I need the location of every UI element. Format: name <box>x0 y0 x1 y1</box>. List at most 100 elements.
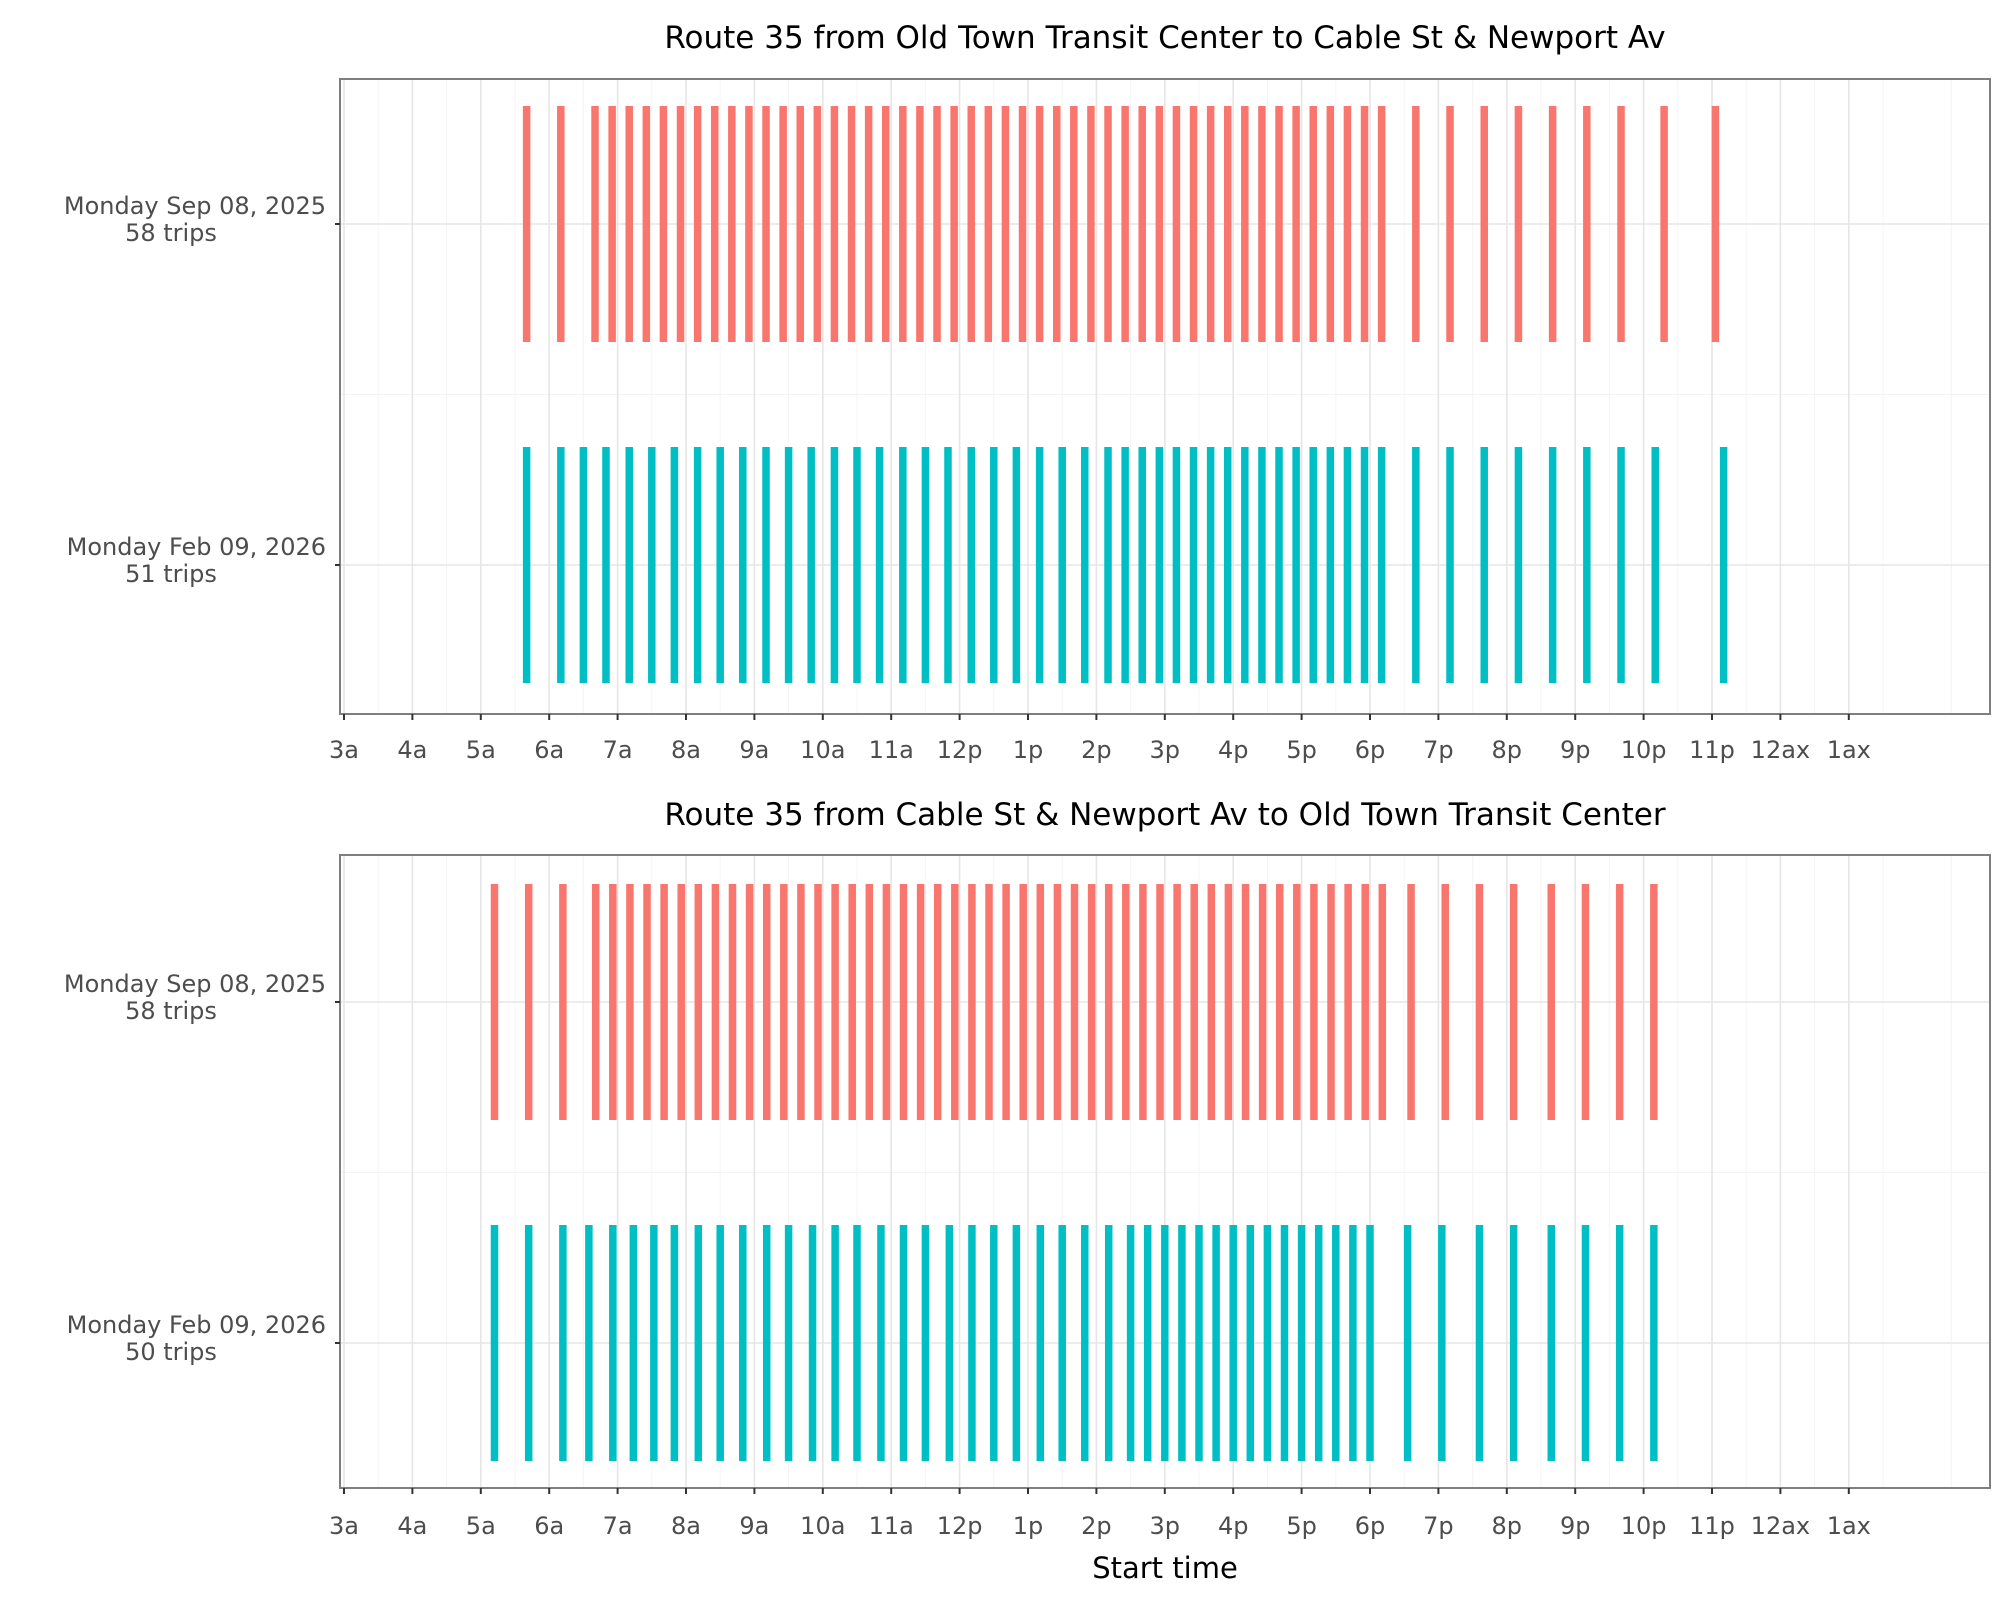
trip-bar <box>591 106 599 342</box>
x-tick-label: 1ax <box>1827 1512 1871 1540</box>
trip-bar <box>626 884 634 1120</box>
chart-panel-1: Route 35 from Old Town Transit Center to… <box>64 20 1991 764</box>
trip-bar <box>921 1225 930 1461</box>
trip-bar <box>1104 106 1112 342</box>
trip-bar <box>608 106 616 342</box>
trip-bar <box>694 884 703 1120</box>
trip-bar <box>1206 447 1215 683</box>
trip-bar <box>1172 106 1181 342</box>
trip-bar <box>1070 106 1078 342</box>
trip-bar <box>1155 106 1164 342</box>
trip-bar <box>1052 106 1061 342</box>
trip-bar <box>1349 1225 1357 1461</box>
trip-bar <box>728 884 737 1120</box>
x-tick-label: 7p <box>1423 1512 1454 1540</box>
trip-bar <box>951 884 959 1120</box>
trip-bar <box>933 884 942 1120</box>
x-tick-label: 12p <box>937 1512 983 1540</box>
trip-bar <box>1412 106 1420 342</box>
trip-bar <box>1223 106 1232 342</box>
trip-bar <box>585 1225 593 1461</box>
trip-bar <box>784 447 793 683</box>
trip-bar <box>1332 1225 1340 1461</box>
trip-bar <box>557 447 565 683</box>
trip-bar <box>1229 1225 1237 1461</box>
trip-bar <box>1207 884 1216 1120</box>
x-tick-label: 12p <box>937 736 983 764</box>
trip-bar <box>967 106 975 342</box>
x-tick-label: 2p <box>1081 736 1112 764</box>
trip-bar <box>625 447 633 683</box>
trip-bar <box>1292 447 1300 683</box>
trip-bar <box>853 1225 861 1461</box>
x-tick-label: 9p <box>1560 736 1591 764</box>
y-tick-count: 51 trips <box>125 560 217 588</box>
trip-bar <box>1121 447 1129 683</box>
x-tick-label: 6a <box>534 1512 564 1540</box>
trip-bar <box>1509 1225 1518 1461</box>
trip-bar <box>1189 106 1198 342</box>
trip-bar <box>944 447 952 683</box>
trip-bar <box>1172 447 1181 683</box>
trip-bar <box>559 884 567 1120</box>
trip-bar <box>1258 447 1266 683</box>
trip-bar <box>609 1225 617 1461</box>
x-tick-label: 5a <box>466 1512 496 1540</box>
trip-bar <box>830 447 839 683</box>
x-tick-label: 2p <box>1081 1512 1112 1540</box>
trip-bar <box>1263 1225 1272 1461</box>
x-tick-label: 8p <box>1492 736 1523 764</box>
trip-bar <box>670 447 679 683</box>
trip-bar <box>1475 1225 1484 1461</box>
trip-bar <box>1104 447 1112 683</box>
trip-bar <box>916 106 924 342</box>
trip-bar <box>629 1225 638 1461</box>
trip-bar <box>1070 884 1079 1120</box>
x-tick-label: 1ax <box>1827 736 1871 764</box>
trip-bar <box>739 1225 747 1461</box>
trip-bar <box>1297 1225 1306 1461</box>
x-tick-label: 8p <box>1492 1512 1523 1540</box>
trip-bar <box>1326 447 1335 683</box>
trip-bar <box>967 447 975 683</box>
trip-bar <box>1377 447 1386 683</box>
trip-bar <box>1509 884 1518 1120</box>
trip-bar <box>1547 884 1556 1120</box>
trip-bar <box>848 884 856 1120</box>
trip-bar <box>881 106 890 342</box>
trip-bar <box>1275 447 1283 683</box>
trip-bar <box>985 884 993 1120</box>
trip-bar <box>490 884 499 1120</box>
x-tick-label: 11a <box>869 1512 914 1540</box>
x-tick-label: 4p <box>1218 1512 1249 1540</box>
trip-bar <box>808 1225 817 1461</box>
trip-bar <box>1104 1225 1113 1461</box>
trip-bar <box>1651 447 1659 683</box>
trip-bar <box>875 447 884 683</box>
trip-bar <box>814 884 822 1120</box>
x-tick-label: 3a <box>329 736 359 764</box>
trip-bar <box>1615 884 1624 1120</box>
trip-bar <box>609 884 617 1120</box>
trip-bar <box>1650 1225 1658 1461</box>
trip-bar <box>1309 447 1317 683</box>
y-tick-count: 58 trips <box>125 997 217 1025</box>
trip-bar <box>813 106 822 342</box>
trip-bar <box>1081 1225 1089 1461</box>
trip-bar <box>1002 884 1010 1120</box>
trip-bar <box>1258 884 1267 1120</box>
trip-bar <box>780 884 788 1120</box>
trip-bar <box>522 106 531 342</box>
trip-bar <box>1314 1225 1323 1461</box>
trip-bar <box>711 884 720 1120</box>
trip-bar <box>677 884 685 1120</box>
trip-bar <box>625 106 633 342</box>
trip-bar <box>1475 884 1484 1120</box>
trip-bar <box>522 447 531 683</box>
x-tick-label: 10a <box>800 736 845 764</box>
trip-bar <box>716 1225 724 1461</box>
trip-bar <box>1121 106 1129 342</box>
trip-bar <box>796 106 804 342</box>
trip-bar <box>1711 106 1720 342</box>
